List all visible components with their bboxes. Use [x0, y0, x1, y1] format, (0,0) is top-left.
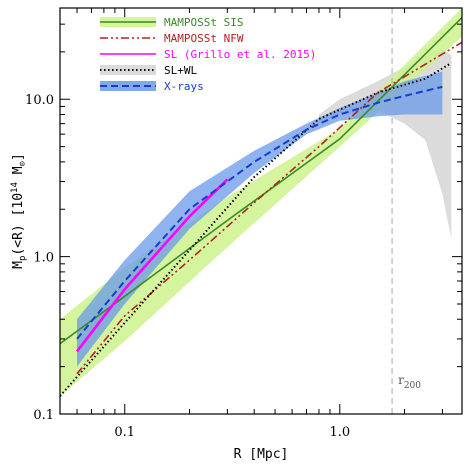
series-line-mamposst-nfw: [76, 41, 463, 375]
series-line-sl-wl: [59, 62, 452, 397]
band-x-rays: [77, 71, 443, 367]
y-axis-title-sub: p: [18, 256, 28, 261]
ticks-layer: [59, 8, 462, 415]
x-axis-title: R [Mpc]: [234, 447, 289, 462]
y-axis-title-m: M: [11, 261, 26, 269]
legend-label-x-rays: X-rays: [164, 80, 204, 93]
bands-layer: [60, 8, 462, 397]
y-tick-label: 1.0: [33, 251, 54, 266]
legend-label-sl-wl: SL+WL: [164, 64, 197, 77]
series-line-sl-grillo-et-al-2015: [75, 178, 229, 353]
y-axis-title: Mp(<R) [1014 M⊙]: [10, 153, 28, 269]
y-tick-label: 0.1: [33, 408, 54, 423]
y-axis-title-close: ]: [11, 153, 26, 161]
series-line-mamposst-sis: [59, 17, 463, 345]
y-axis-title-rest: (<R) [10: [11, 193, 26, 256]
r200-label: r200: [398, 373, 421, 391]
legend: MAMPOSSt SIS MAMPOSSt NFW SL (Grillo et al…: [100, 16, 316, 93]
y-axis-title-sup: 14: [10, 182, 20, 193]
tick-labels-layer: 0.1 1.0 0.1 1.0 10.0: [25, 93, 350, 440]
plot-frame: [59, 7, 463, 415]
legend-label-mamposst-sis: MAMPOSSt SIS: [164, 16, 243, 29]
legend-label-mamposst-nfw: MAMPOSSt NFW: [164, 32, 244, 45]
series-line-x-rays: [76, 85, 443, 340]
lines-layer: [59, 17, 463, 397]
legend-label-sl-grillo-et-al-2015: SL (Grillo et al. 2015): [164, 48, 316, 61]
y-tick-label: 10.0: [25, 93, 54, 108]
x-tick-label: 1.0: [329, 425, 350, 440]
x-tick-label: 0.1: [114, 425, 135, 440]
y-axis-title-sun: ⊙: [18, 161, 28, 166]
band-mamposst-sis: [60, 8, 462, 397]
y-axis-title-unit: M: [11, 166, 26, 182]
